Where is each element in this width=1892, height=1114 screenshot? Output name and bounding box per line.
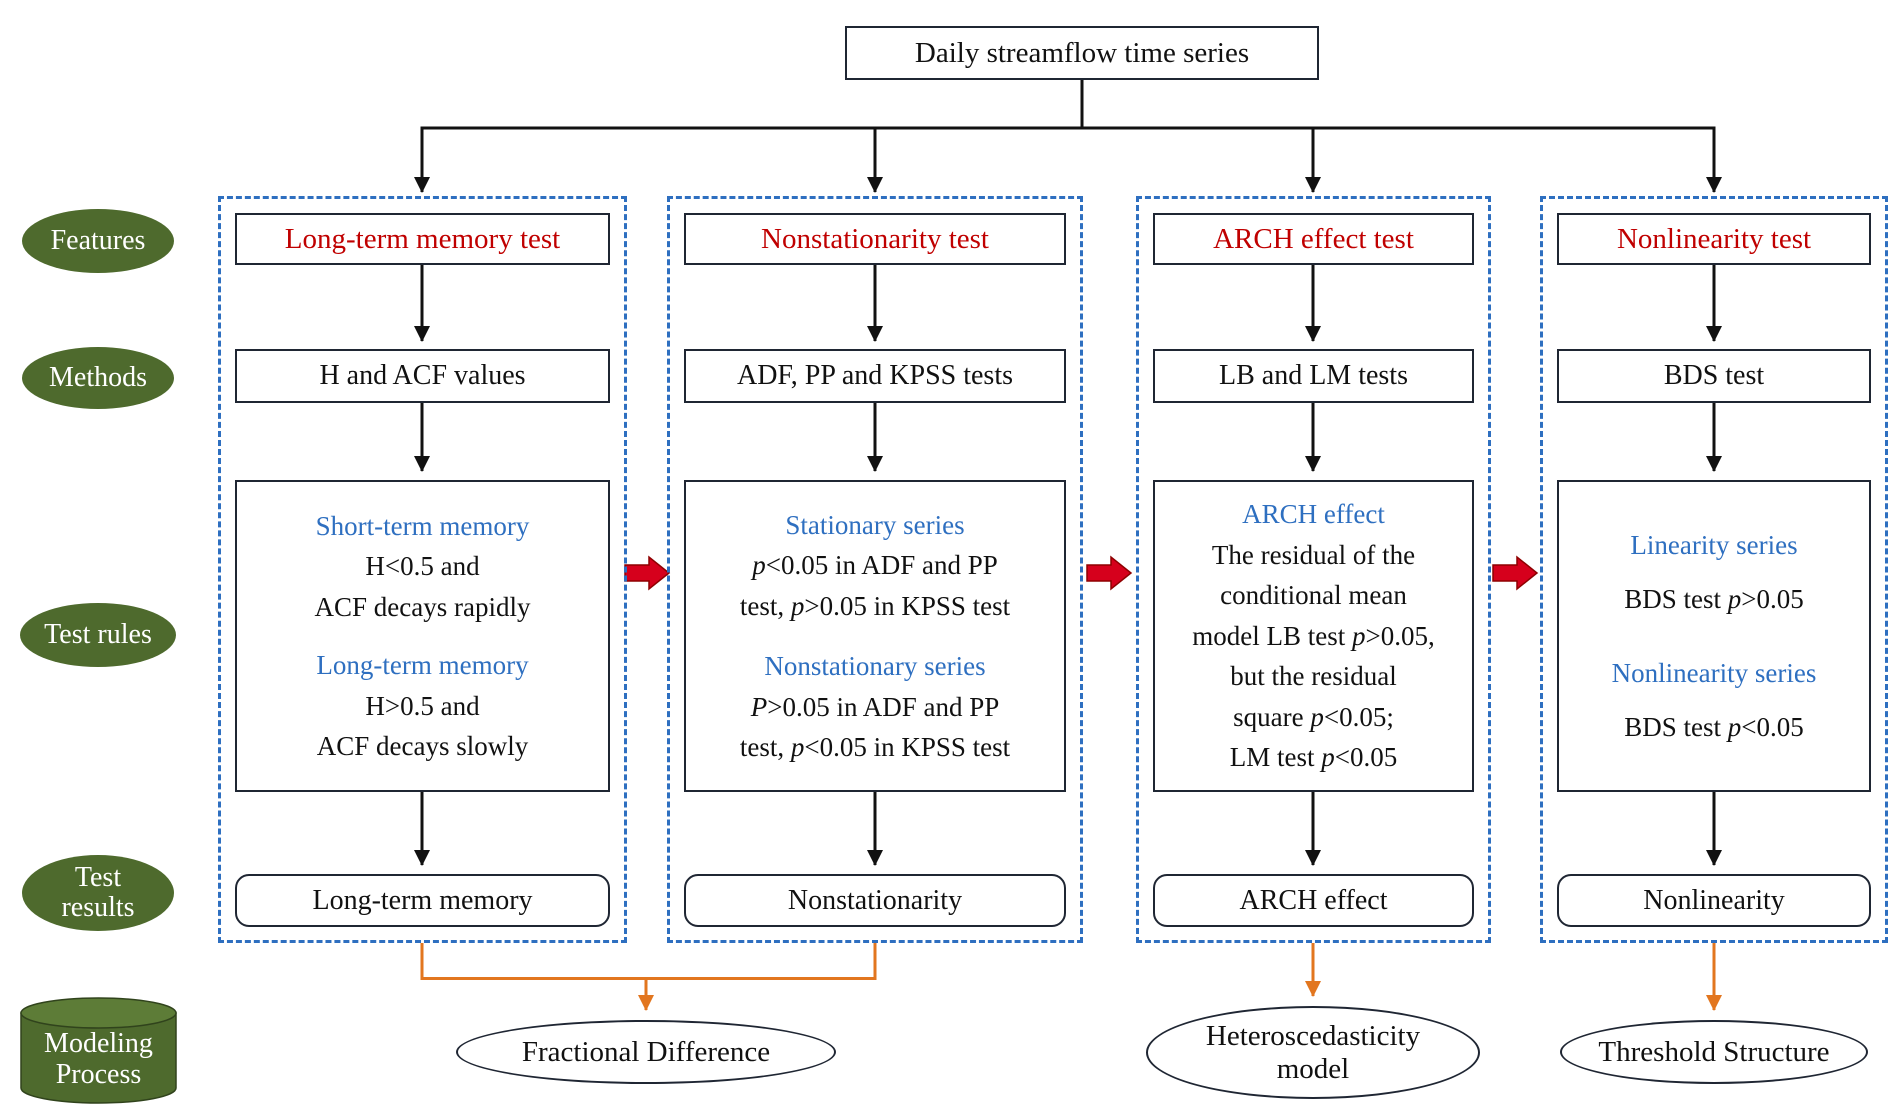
rule-line: BDS test p<0.05 xyxy=(1624,712,1804,742)
column-nonstationarity: Nonstationarity test ADF, PP and KPSS te… xyxy=(667,196,1083,943)
row-label-modeling-process: Modeling Process xyxy=(19,1016,178,1102)
method-box: BDS test xyxy=(1557,349,1871,403)
red-arrow-icon xyxy=(1492,555,1539,591)
output-heteroscedasticity-model: Heteroscedasticity model xyxy=(1146,1006,1480,1099)
test-result-box: Nonlinearity xyxy=(1557,874,1871,927)
output-text: model xyxy=(1276,1052,1350,1085)
rule-heading: Long-term memory xyxy=(316,650,529,680)
row-label-text: Test rules xyxy=(44,618,152,650)
method-box: ADF, PP and KPSS tests xyxy=(684,349,1066,403)
test-rules-box: Linearity series BDS test p>0.05 Nonline… xyxy=(1557,480,1871,792)
column-arch-effect: ARCH effect test LB and LM tests ARCH ef… xyxy=(1136,196,1491,943)
column-nonlinearity: Nonlinearity test BDS test Linearity ser… xyxy=(1540,196,1888,943)
rule-line: ACF decays slowly xyxy=(316,731,529,761)
row-label-text: Process xyxy=(55,1059,142,1090)
rule-line: BDS test p>0.05 xyxy=(1624,584,1804,614)
row-label-methods: Methods xyxy=(22,347,174,409)
title-box: Daily streamflow time series xyxy=(845,26,1319,80)
rule-line: p<0.05 in ADF and PP xyxy=(752,550,998,580)
top-branch-connector xyxy=(414,80,1722,193)
rule-line: test, p>0.05 in KPSS test xyxy=(739,590,1011,621)
column-flow-arrows xyxy=(414,262,1722,866)
output-threshold-structure: Threshold Structure xyxy=(1560,1020,1868,1084)
rule-heading: Nonlinearity series xyxy=(1611,657,1817,688)
row-label-features: Features xyxy=(22,209,174,273)
row-label-text: Methods xyxy=(49,361,147,393)
test-result-box: ARCH effect xyxy=(1153,874,1474,927)
rule-heading: Nonstationary series xyxy=(764,651,986,681)
test-result-box: Long-term memory xyxy=(235,874,610,927)
rule-line: P>0.05 in ADF and PP xyxy=(750,691,1000,722)
feature-header: Long-term memory test xyxy=(235,213,610,265)
feature-header: ARCH effect test xyxy=(1153,213,1474,265)
rule-line: H<0.5 and xyxy=(365,551,480,581)
test-result-box: Nonstationarity xyxy=(684,874,1066,927)
red-step-arrows xyxy=(624,555,1539,591)
column-long-term-memory: Long-term memory test H and ACF values S… xyxy=(218,196,627,943)
row-label-text: Modeling xyxy=(44,1027,153,1059)
row-label-text: Features xyxy=(50,224,146,256)
rule-line: The residual of the xyxy=(1211,539,1416,570)
test-rules-box: ARCH effect The residual of the conditio… xyxy=(1153,480,1474,792)
row-label-text: results xyxy=(61,892,135,923)
rule-line: model LB test p>0.05, xyxy=(1192,620,1435,651)
red-arrow-icon xyxy=(624,555,671,591)
feature-header: Nonstationarity test xyxy=(684,213,1066,265)
row-label-text: Test xyxy=(74,861,122,893)
rule-line: LM test p<0.05 xyxy=(1229,742,1398,773)
method-box: LB and LM tests xyxy=(1153,349,1474,403)
row-label-test-rules: Test rules xyxy=(20,603,176,667)
rule-line: H>0.5 and xyxy=(365,690,480,721)
rule-line: but the residual xyxy=(1230,661,1397,692)
row-label-test-results: Test results xyxy=(22,855,174,931)
output-text: Fractional Difference xyxy=(521,1035,771,1068)
rule-heading: Stationary series xyxy=(785,509,965,540)
rule-line: square p<0.05; xyxy=(1233,701,1394,732)
rule-heading: ARCH effect xyxy=(1242,499,1385,530)
rule-heading: Linearity series xyxy=(1630,529,1798,560)
output-text: Heteroscedasticity xyxy=(1205,1020,1421,1053)
feature-header: Nonlinearity test xyxy=(1557,213,1871,265)
method-box: H and ACF values xyxy=(235,349,610,403)
red-arrow-icon xyxy=(1086,555,1133,591)
test-rules-box: Stationary series p<0.05 in ADF and PP t… xyxy=(684,480,1066,792)
rule-line: ACF decays rapidly xyxy=(314,591,531,622)
output-fractional-difference: Fractional Difference xyxy=(456,1020,836,1084)
test-rules-box: Short-term memory H<0.5 and ACF decays r… xyxy=(235,480,610,792)
rule-line: conditional mean xyxy=(1220,580,1407,611)
rule-line: test, p<0.05 in KPSS test xyxy=(739,732,1011,762)
rule-heading: Short-term memory xyxy=(315,510,530,541)
orange-connectors xyxy=(420,943,1722,1011)
cylinder-shape xyxy=(20,997,177,1104)
output-text: Threshold Structure xyxy=(1598,1035,1830,1068)
